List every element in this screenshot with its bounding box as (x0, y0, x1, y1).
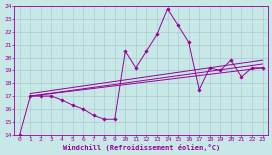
X-axis label: Windchill (Refroidissement éolien,°C): Windchill (Refroidissement éolien,°C) (63, 144, 220, 151)
